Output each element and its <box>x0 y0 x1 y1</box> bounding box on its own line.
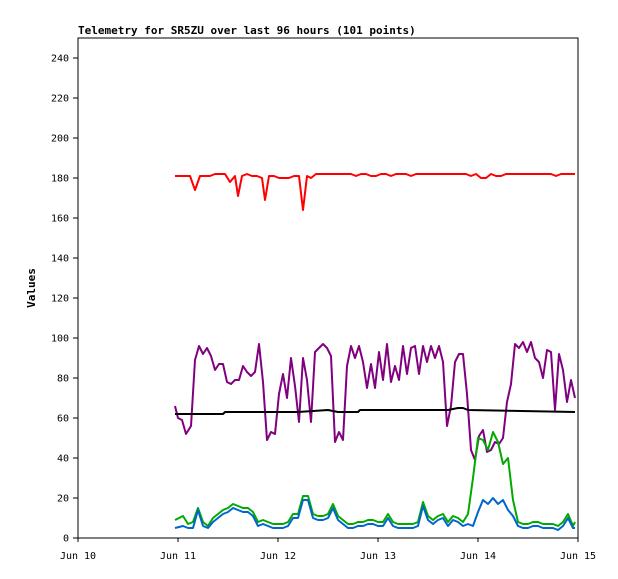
y-tick-label: 100 <box>51 334 69 345</box>
y-tick-label: 140 <box>51 254 69 265</box>
series-line-1 <box>175 173 575 211</box>
x-tick-label: Jun 15 <box>560 551 596 562</box>
y-tick-label: 120 <box>51 294 69 305</box>
y-tick-label: 20 <box>57 494 69 505</box>
y-tick-label: 200 <box>51 134 69 145</box>
series-line-5 <box>174 497 575 531</box>
y-axis-label: Values <box>25 268 38 308</box>
x-tick-label: Jun 11 <box>160 551 196 562</box>
y-axis: 0 20 40 60 80 100 120 140 160 180 200 220 240 <box>51 54 78 545</box>
x-axis: Jun 10 Jun 11 Jun 12 Jun 13 Jun 14 Jun 15 <box>60 538 596 562</box>
y-tick-label: 60 <box>57 414 69 425</box>
y-tick-label: 180 <box>51 174 69 185</box>
series-line-2 <box>174 341 576 461</box>
x-tick-label: Jun 10 <box>60 551 96 562</box>
y-tick-label: 80 <box>57 374 69 385</box>
y-tick-label: 40 <box>57 454 69 465</box>
y-tick-label: 0 <box>63 534 69 545</box>
y-tick-label: 240 <box>51 54 69 65</box>
series-layer <box>174 173 576 531</box>
series-line-4 <box>174 431 576 527</box>
y-tick-label: 220 <box>51 94 69 105</box>
y-tick-label: 160 <box>51 214 69 225</box>
x-tick-label: Jun 13 <box>360 551 396 562</box>
x-tick-label: Jun 12 <box>260 551 296 562</box>
plot-frame <box>77 37 579 539</box>
chart-title: Telemetry for SR5ZU over last 96 hours (… <box>78 24 416 37</box>
x-tick-label: Jun 14 <box>460 551 496 562</box>
series-line-3 <box>175 407 576 415</box>
